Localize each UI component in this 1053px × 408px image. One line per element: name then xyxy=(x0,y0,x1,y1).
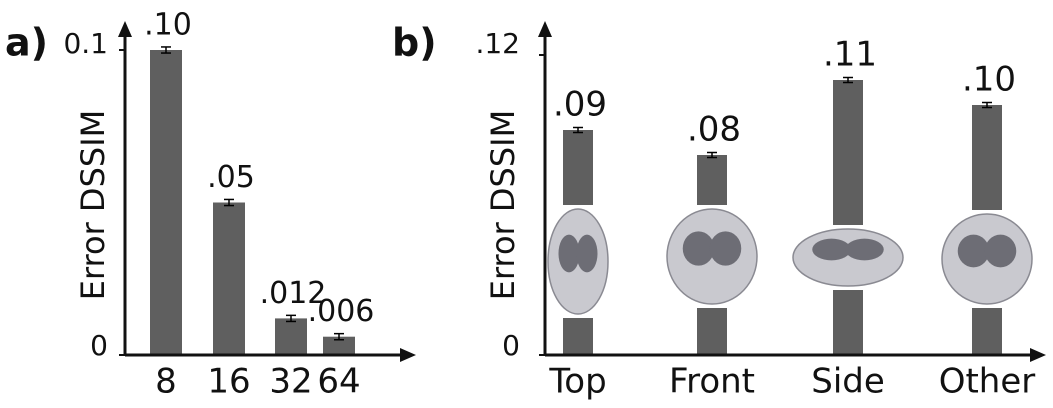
panel-label: a) xyxy=(5,21,48,65)
y-axis-label: Error DSSIM xyxy=(484,110,522,300)
value-label: .05 xyxy=(207,160,255,195)
x-axis-arrow xyxy=(400,348,416,362)
skull-shade xyxy=(984,234,1017,268)
bar xyxy=(323,336,355,355)
bar xyxy=(275,318,307,355)
x-tick-label: Top xyxy=(548,362,606,402)
x-tick-label: 64 xyxy=(317,362,360,402)
skull-shade xyxy=(957,234,990,268)
bar xyxy=(833,80,863,355)
y-tick-label: 0 xyxy=(502,329,520,362)
skull-shade xyxy=(845,238,884,261)
skull-shade xyxy=(576,234,598,273)
value-label: .012 xyxy=(260,276,327,311)
y-axis-arrow xyxy=(118,21,132,37)
skull-shade xyxy=(709,231,742,266)
skull-shade xyxy=(558,234,580,273)
x-tick-label: Other xyxy=(939,362,1036,402)
x-axis-arrow xyxy=(1030,348,1046,362)
value-label: .10 xyxy=(144,8,192,43)
y-axis-label: Error DSSIM xyxy=(74,110,112,300)
bar xyxy=(213,202,245,355)
x-tick-label: Side xyxy=(811,362,885,402)
x-tick-label: Front xyxy=(669,362,755,402)
value-label: .11 xyxy=(823,35,877,75)
x-tick-label: 16 xyxy=(207,362,250,402)
panel-label: b) xyxy=(392,21,437,65)
skull-shade xyxy=(812,238,851,261)
skull-shade xyxy=(682,231,715,266)
x-tick-label: 8 xyxy=(155,362,177,402)
value-label: .09 xyxy=(553,85,607,125)
skull-images xyxy=(547,205,1033,318)
y-tick-label: 0.1 xyxy=(63,27,108,60)
value-label: .10 xyxy=(962,60,1016,100)
value-label: .08 xyxy=(687,110,741,150)
y-axis-arrow xyxy=(538,21,552,37)
value-label: .006 xyxy=(308,294,375,329)
bar xyxy=(150,50,182,355)
y-tick-label: .12 xyxy=(475,27,520,60)
y-tick-label: 0 xyxy=(90,329,108,362)
x-tick-label: 32 xyxy=(269,362,312,402)
skull xyxy=(792,228,904,287)
